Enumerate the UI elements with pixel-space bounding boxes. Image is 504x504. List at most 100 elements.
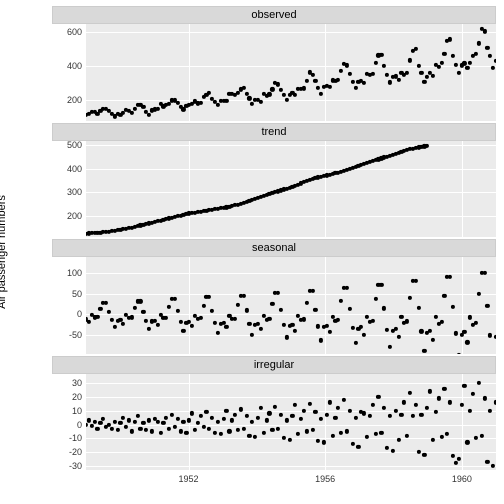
data-point [414,46,418,50]
data-point [181,107,185,111]
data-point [201,425,205,429]
data-point [414,279,418,283]
data-point [353,416,357,420]
data-point [442,294,446,298]
y-tick-label: 400 [67,164,82,174]
figure: Air passenger numbers observed200400600 t… [0,0,504,504]
y-tick-label: 30 [72,378,82,388]
data-point [396,335,400,339]
data-point [98,307,102,311]
data-point [104,301,108,305]
y-tick-label: 0 [77,420,82,430]
data-point [316,86,320,90]
data-point [176,417,180,421]
data-point [156,107,160,111]
data-point [267,92,271,96]
plot-panel [86,257,496,354]
data-point [136,414,140,418]
data-point [451,54,455,58]
data-point [362,81,366,85]
data-point [164,416,168,420]
data-point [147,327,151,331]
data-point [121,321,125,325]
data-point [305,300,309,304]
data-point [325,413,329,417]
data-point [351,442,355,446]
data-point [411,414,415,418]
y-axis: 200400600 [52,24,86,121]
data-point [454,461,458,465]
y-tick-label: 500 [67,140,82,150]
y-axis-label: Air passenger numbers [0,195,8,309]
data-point [250,420,254,424]
facet-observed: observed200400600 [52,6,496,121]
data-point [302,409,306,413]
data-point [348,72,352,76]
data-point [431,74,435,78]
data-point [95,315,99,319]
data-point [419,329,423,333]
facet-trend: trend200300400500 [52,123,496,238]
data-point [244,308,248,312]
data-point [353,341,357,345]
data-point [156,420,160,424]
data-point [333,416,337,420]
data-point [491,66,495,70]
data-point [110,427,114,431]
data-point [408,296,412,300]
data-point [267,411,271,415]
data-point [465,340,469,344]
data-point [296,432,300,436]
data-point [130,315,134,319]
data-point [379,53,383,57]
data-point [279,88,283,92]
data-point [482,396,486,400]
data-point [190,411,194,415]
data-point [141,310,145,314]
data-point [351,326,355,330]
data-point [247,433,251,437]
data-point [345,429,349,433]
data-point [285,418,289,422]
data-point [164,316,168,320]
data-point [379,431,383,435]
data-point [465,66,469,70]
data-point [342,398,346,402]
data-point [107,310,111,314]
data-point [485,304,489,308]
data-point [213,321,217,325]
facet-seasonal: seasonal-50050100 [52,239,496,354]
y-tick-label: 400 [67,61,82,71]
data-point [385,446,389,450]
data-point [408,58,412,62]
data-point [416,305,420,309]
data-point [133,107,137,111]
data-point [170,413,174,417]
data-point [385,328,389,332]
data-point [179,429,183,433]
data-point [394,409,398,413]
y-tick-label: 0 [77,309,82,319]
data-point [267,317,271,321]
data-point [477,381,481,385]
x-axis: 195219561960 [86,474,496,492]
data-point [242,86,246,90]
data-point [282,436,286,440]
data-point [414,403,418,407]
data-point [325,324,329,328]
data-point [173,297,177,301]
facet-strip: trend [52,123,496,141]
data-point [428,328,432,332]
data-point [93,420,97,424]
data-point [207,91,211,95]
data-point [379,282,383,286]
data-point [359,325,363,329]
data-point [468,409,472,413]
data-point [150,429,154,433]
data-point [233,413,237,417]
data-point [299,417,303,421]
data-point [158,431,162,435]
data-point [388,345,392,349]
data-point [193,428,197,432]
data-point [305,79,309,83]
